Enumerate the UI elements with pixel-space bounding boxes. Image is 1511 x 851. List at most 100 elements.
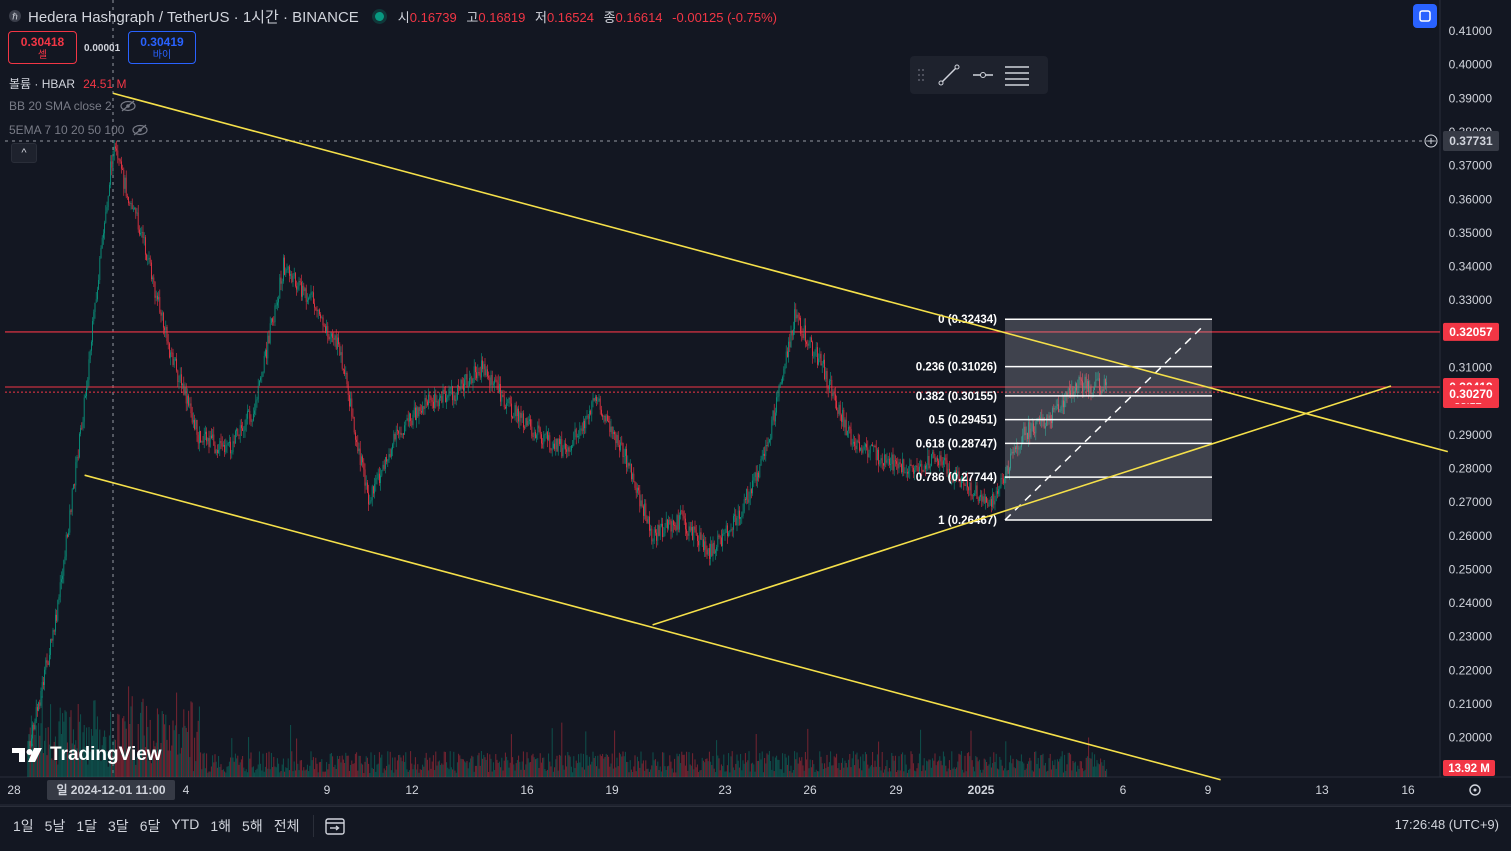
volume-bar [159,754,161,777]
candle-body [269,323,271,344]
volume-bar [398,754,400,777]
volume-bar [513,764,515,777]
candle-body [883,463,884,466]
candle-body [677,515,679,530]
volume-bar [288,770,290,777]
candle-body [320,314,321,319]
candle-body [454,395,456,402]
volume-bar [881,752,883,777]
sell-button[interactable]: 0.30418 셀 [8,31,77,64]
volume-bar [576,763,578,777]
volume-bar [854,765,856,777]
range-5y[interactable]: 5해 [242,817,263,834]
hidden-eye-icon[interactable] [120,100,136,112]
range-ytd[interactable]: YTD [171,815,200,832]
volume-bar [70,710,72,777]
volume-bar [141,702,143,777]
candle-body [1007,465,1009,474]
candle-body [332,333,333,339]
candle-body [573,432,575,446]
drag-handle-icon[interactable] [910,60,932,90]
candle-body [104,222,105,234]
timezone-clock[interactable]: 17:26:48 (UTC+9) [1394,817,1499,832]
candle-body [111,161,113,168]
ema-indicator[interactable]: 5EMA 7 10 20 50 100 [9,123,149,137]
candle-body [635,487,637,493]
volume-bar [573,756,575,777]
volume-bar [125,728,127,777]
volume-bar [774,757,776,777]
range-6m[interactable]: 6달 [139,817,161,834]
candle-body [279,277,281,299]
range-all[interactable]: 전체 [273,817,300,834]
candle-body [519,412,521,422]
volume-bar [754,771,756,777]
volume-bar [287,758,289,777]
candle-body [515,405,517,417]
candle-body [485,369,487,376]
candle-body [895,460,896,462]
buy-button[interactable]: 0.30419 바이 [128,31,196,64]
candle-body [424,397,426,410]
volume-bar [575,760,577,777]
range-1y[interactable]: 1해 [210,817,232,834]
candle-body [117,150,119,159]
range-3m[interactable]: 3달 [108,817,129,834]
volume-bar [248,737,250,777]
fullscreen-button[interactable] [1413,4,1437,28]
volume-bar [65,711,67,777]
candle-body [859,441,860,451]
volume-bar [974,771,976,777]
bb-indicator[interactable]: BB 20 SMA close 2 [9,99,136,113]
tradingview-logo[interactable]: TradingView [12,744,162,766]
volume-bar [1024,770,1026,777]
trend-line-icon[interactable] [932,60,966,90]
candle-body [242,428,243,431]
y-tick-label: 0.24000 [1449,596,1493,610]
candle-body [122,168,123,170]
candle-body [853,441,854,444]
volume-indicator[interactable]: 볼륨 · HBAR 24.51 M [9,75,126,92]
candle-body [1071,387,1073,397]
candle-body [985,496,986,503]
date-range-icon[interactable] [324,816,346,836]
candle-body [703,539,704,551]
volume-bar [341,755,343,777]
volume-bar [1060,756,1062,777]
candle-body [903,459,905,473]
volume-bar [414,757,416,777]
candle-body [680,510,681,516]
volume-bar [422,764,424,777]
volume-bar [904,754,906,777]
candle-body [1057,404,1058,406]
candle-body [1046,417,1047,427]
candle-body [107,196,109,208]
range-1d[interactable]: 1일 [13,817,34,834]
range-5d[interactable]: 5날 [44,817,66,834]
volume-bar [208,771,210,777]
candle-body [1000,478,1002,487]
volume-bar [392,757,394,777]
collapse-legend-button[interactable]: ^ [11,143,37,163]
candle-body [815,347,817,352]
candle-body [205,431,206,435]
candle-body [707,548,709,555]
candle-body [344,369,345,375]
symbol-title[interactable]: Hedera Hashgraph / TetherUS · 1시간 · BINA… [28,8,359,26]
candle-body [278,298,279,303]
horizontal-ray-icon[interactable] [966,60,1000,90]
volume-bar [1084,769,1086,777]
candle-body [215,450,217,454]
volume-bar [921,771,923,777]
candle-body [184,387,186,395]
candle-body [1019,447,1021,449]
hidden-eye-icon[interactable] [132,124,149,136]
candle-body [583,420,584,432]
range-1m[interactable]: 1달 [76,817,98,834]
candle-body [1093,390,1094,393]
candle-body [69,510,71,533]
fib-tool-icon[interactable] [1000,60,1034,90]
volume-bar [657,761,659,777]
candle-body [76,456,78,463]
